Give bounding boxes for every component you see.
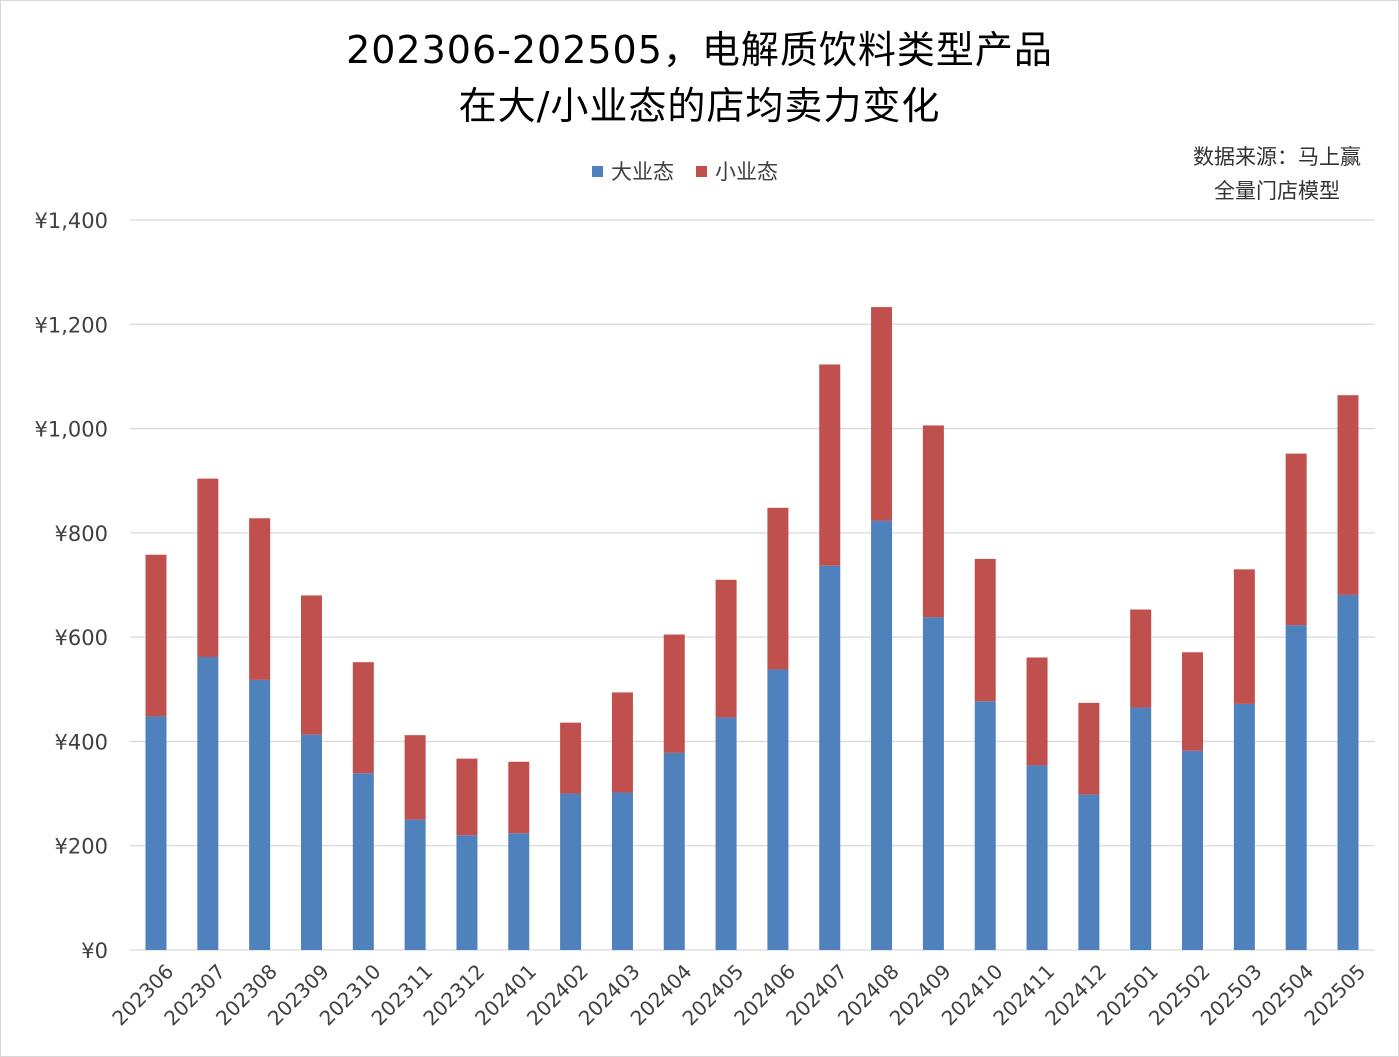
chart-title-line-2: 在大/小业态的店均卖力变化 — [458, 84, 941, 128]
bar-segment-large — [508, 833, 530, 950]
bar-segment-large — [819, 565, 841, 950]
bar-segment-large — [145, 716, 167, 950]
bar-segment-small — [300, 595, 322, 735]
bar-segment-small — [508, 761, 530, 834]
bar-segment-small — [1026, 657, 1048, 766]
legend-item-large: 大业态 — [592, 156, 674, 186]
bar-segment-small — [663, 634, 685, 753]
chart-title: 202306-202505，电解质饮料类型产品 在大/小业态的店均卖力变化 — [0, 22, 1399, 134]
bar-segment-large — [663, 752, 685, 950]
y-tick-label: ¥0 — [81, 939, 108, 963]
bar-segment-small — [767, 507, 789, 670]
legend-swatch-small — [696, 165, 707, 177]
bar-segment-large — [767, 669, 789, 950]
data-source-note: 数据来源：马上赢 全量门店模型 — [1193, 140, 1361, 208]
y-tick-label: ¥200 — [55, 835, 108, 859]
bar-segment-small — [145, 554, 167, 717]
bar-segment-large — [922, 617, 944, 950]
bar-segment-small — [871, 307, 893, 521]
bar-segment-large — [404, 819, 426, 950]
bar-segment-small — [1130, 609, 1152, 708]
bar-segment-large — [197, 656, 219, 950]
bar-segment-large — [1233, 703, 1255, 950]
y-tick-label: ¥1,400 — [35, 209, 108, 233]
bar-segment-large — [611, 792, 633, 950]
bar-segment-large — [974, 701, 996, 950]
legend-label-large: 大业态 — [611, 160, 674, 184]
chart-legend: 大业态 小业态 — [592, 156, 778, 186]
bar-segment-small — [456, 758, 478, 836]
bar-segment-small — [249, 518, 271, 680]
bar-segment-small — [197, 478, 219, 657]
bar-segment-large — [456, 835, 478, 950]
bar-segment-small — [715, 579, 737, 718]
bar-segment-large — [352, 773, 374, 950]
y-tick-label: ¥800 — [55, 522, 108, 546]
bar-segment-small — [1337, 395, 1359, 595]
bar-segment-large — [1078, 794, 1100, 950]
bar-segment-large — [1182, 750, 1204, 950]
legend-label-small: 小业态 — [715, 160, 778, 184]
legend-item-small: 小业态 — [696, 156, 778, 186]
y-tick-label: ¥600 — [55, 626, 108, 650]
y-tick-label: ¥1,200 — [35, 313, 108, 337]
bars — [145, 307, 1359, 950]
bar-segment-large — [1337, 594, 1359, 950]
bar-segment-large — [300, 734, 322, 950]
bar-segment-large — [871, 520, 893, 950]
bar-segment-large — [560, 793, 582, 950]
gridlines — [130, 219, 1375, 951]
legend-swatch-large — [592, 165, 603, 177]
bar-segment-small — [922, 425, 944, 618]
bar-segment-small — [560, 722, 582, 794]
bar-segment-small — [1182, 652, 1204, 751]
bar-segment-small — [1285, 453, 1307, 626]
bar-segment-large — [1285, 625, 1307, 950]
y-tick-label: ¥400 — [55, 730, 108, 754]
bar-segment-large — [715, 717, 737, 950]
y-tick-label: ¥1,000 — [35, 418, 108, 442]
bar-segment-small — [352, 662, 374, 774]
x-axis-tick-labels: 2023062023072023082023092023102023112023… — [107, 959, 1370, 1030]
bar-segment-small — [974, 558, 996, 702]
chart-title-line-1: 202306-202505，电解质饮料类型产品 — [346, 28, 1053, 72]
bar-segment-small — [404, 735, 426, 820]
bar-segment-small — [819, 364, 841, 566]
bar-segment-small — [611, 692, 633, 793]
bar-segment-large — [1026, 765, 1048, 950]
y-axis-tick-labels: ¥0 ¥200 ¥400 ¥600 ¥800 ¥1,000 ¥1,200 ¥1,400 — [35, 209, 108, 963]
bar-segment-small — [1233, 569, 1255, 704]
bar-segment-large — [1130, 707, 1152, 950]
data-source-line-1: 数据来源：马上赢 — [1193, 145, 1361, 169]
bar-segment-large — [249, 679, 271, 950]
data-source-line-2: 全量门店模型 — [1214, 179, 1340, 203]
bar-segment-small — [1078, 702, 1100, 795]
